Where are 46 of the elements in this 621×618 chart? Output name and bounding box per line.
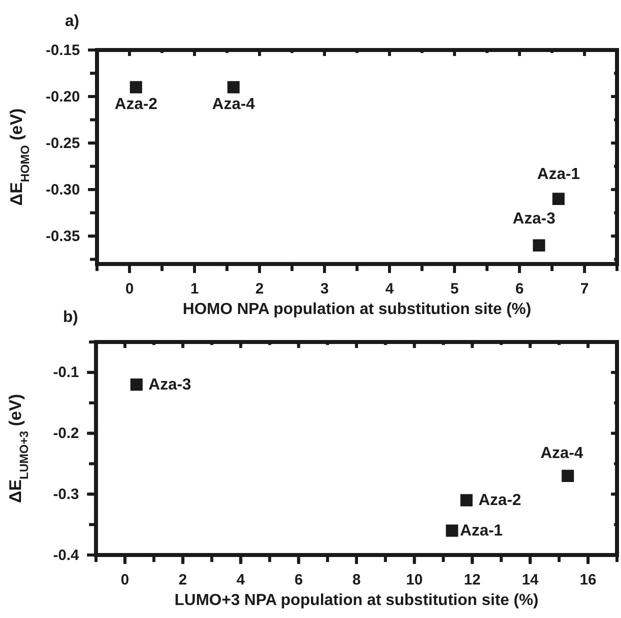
x-tick-label: 16: [580, 572, 596, 589]
annotation: Aza-4: [212, 96, 255, 114]
y-tick-label: -0.30: [46, 181, 80, 198]
x-axis-title: HOMO NPA population at substitution site (%): [182, 301, 532, 318]
x-tick-label: 0: [125, 280, 134, 298]
x-tick-label: 4: [236, 572, 246, 589]
x-tick-label: 1: [190, 280, 199, 298]
annotation: Aza-2: [114, 96, 158, 114]
annotation: Aza-1: [460, 522, 503, 540]
x-tick-label: 8: [352, 572, 361, 589]
point: [227, 81, 240, 94]
x-tick-label: 0: [120, 572, 130, 589]
y-tick-label: -0.3: [53, 486, 79, 503]
x-tick-label: 5: [450, 280, 459, 298]
annotation: Aza-1: [537, 166, 580, 183]
y-tick-label: -0.25: [46, 134, 80, 152]
point: [532, 239, 546, 252]
x-tick-label: 2: [255, 280, 264, 298]
x-tick-label: 4: [385, 280, 394, 298]
point: [552, 192, 565, 205]
y-tick-label: -0.20: [46, 88, 80, 106]
y-tick-label: -0.15: [46, 42, 80, 59]
point: [130, 81, 142, 94]
y-tick-label: -0.1: [53, 364, 79, 382]
x-axis-title: LUMO+3 NPA population at substitution site (%): [174, 592, 538, 609]
x-tick-label: 10: [406, 572, 423, 589]
annotation: Aza-2: [478, 492, 522, 510]
annotation: Aza-3: [148, 376, 192, 394]
chart-title: a): [65, 13, 80, 30]
annotation: Aza-3: [512, 210, 556, 228]
y-tick-label: -0.4: [53, 546, 80, 564]
x-tick-label: 12: [464, 572, 481, 589]
x-tick-label: 6: [294, 572, 303, 589]
point: [130, 378, 143, 391]
x-tick-label: 6: [515, 280, 524, 298]
point: [460, 494, 473, 506]
x-tick-label: 2: [178, 572, 188, 589]
point: [562, 470, 574, 482]
x-tick-label: 14: [522, 572, 540, 589]
y-tick-label: -0.35: [46, 228, 80, 245]
x-tick-label: 7: [580, 280, 589, 298]
x-tick-label: 3: [320, 280, 329, 298]
y-tick-label: -0.2: [53, 425, 79, 442]
chart-title: b): [63, 309, 78, 326]
annotation: Aza-4: [540, 444, 584, 462]
point: [446, 524, 458, 537]
